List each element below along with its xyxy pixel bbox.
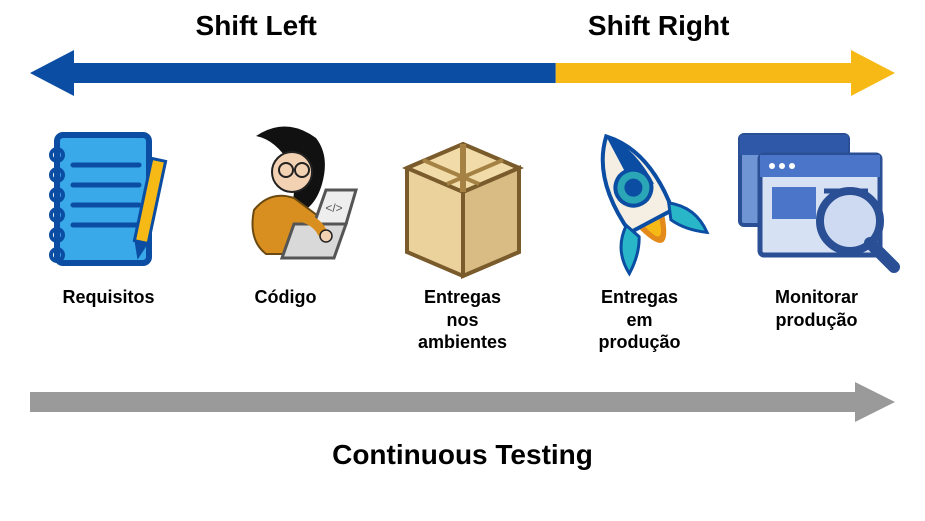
stage-entregas-producao: Entregasemprodução <box>555 120 725 354</box>
shift-arrow <box>30 50 895 96</box>
shift-left-title: Shift Left <box>196 10 317 42</box>
stage-label: Requisitos <box>24 286 194 309</box>
box-icon <box>378 120 548 280</box>
notebook-icon <box>24 120 194 280</box>
stage-label: Código <box>201 286 371 309</box>
developer-icon: </> <box>201 120 371 280</box>
stage-label: Monitorarprodução <box>732 286 902 331</box>
stage-entregas-ambientes: Entregasnosambientes <box>378 120 548 354</box>
stage-label: Entregasemprodução <box>555 286 725 354</box>
stage-label: Entregasnosambientes <box>378 286 548 354</box>
stage-requisitos: Requisitos <box>24 120 194 309</box>
rocket-icon <box>555 120 725 280</box>
svg-text:</>: </> <box>325 201 342 215</box>
monitor-magnify-icon <box>732 120 902 280</box>
stages-row: Requisitos </> Código Entregasnosambient… <box>0 120 925 354</box>
stage-monitorar-producao: Monitorarprodução <box>732 120 902 331</box>
continuous-arrow <box>30 382 895 427</box>
stage-codigo: </> Código <box>201 120 371 309</box>
shift-right-title: Shift Right <box>588 10 730 42</box>
continuous-testing-title: Continuous Testing <box>0 439 925 471</box>
